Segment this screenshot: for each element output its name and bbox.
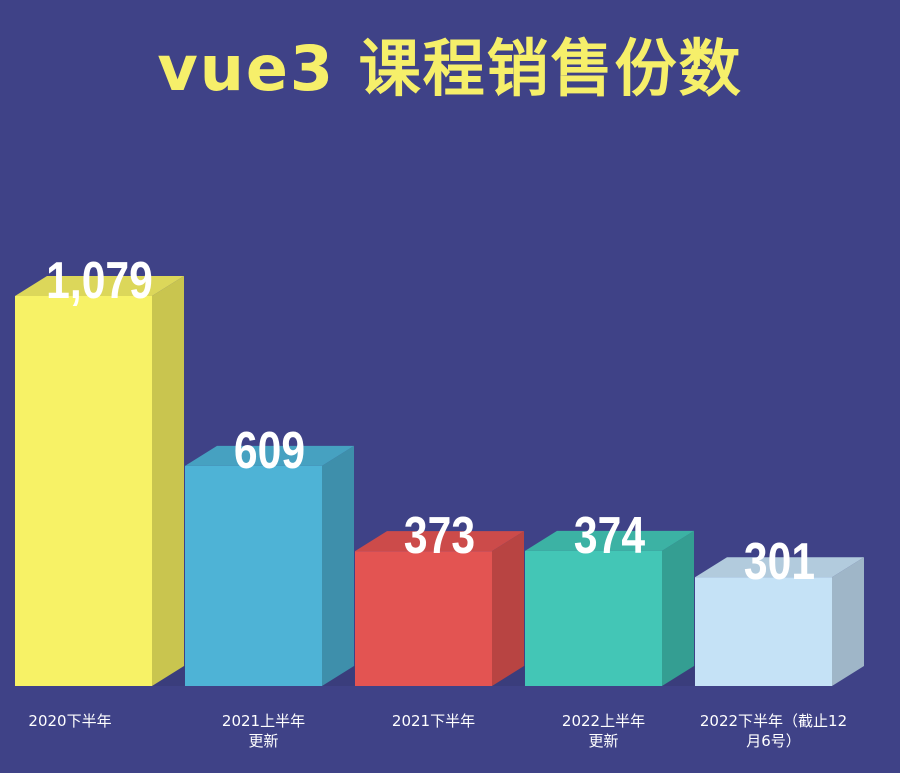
bar-side-3 [492, 531, 524, 686]
bars-group [15, 276, 864, 686]
category-label-5-line2: 月6号） [746, 732, 801, 750]
value-label-2: 609 [234, 422, 305, 480]
value-labels-group: 1,079 609 373 374 301 [46, 252, 815, 591]
bar-top-1 [15, 276, 184, 296]
bar-top-4 [525, 530, 694, 551]
category-label-4-line2: 更新 [588, 732, 618, 750]
bar-4 [525, 550, 662, 686]
category-label-2-line2: 更新 [248, 732, 278, 750]
category-label-1: 2020下半年 [28, 712, 111, 730]
value-label-1: 1,079 [46, 252, 153, 310]
bar-side-1 [152, 276, 184, 686]
category-label-2: 2021上半年 [222, 712, 305, 730]
bar-5 [695, 577, 832, 686]
bar-top-5 [695, 557, 864, 578]
category-label-4: 2022上半年 [562, 712, 645, 730]
bar-side-2 [322, 445, 354, 686]
bar-2 [185, 465, 322, 686]
bar-side-5 [832, 557, 864, 686]
bar-top-3 [355, 531, 524, 552]
category-label-5: 2022下半年（截止12 [700, 712, 847, 730]
value-label-4: 374 [574, 507, 646, 565]
value-label-3: 373 [404, 507, 475, 565]
bar-3 [355, 551, 492, 686]
bar-side-4 [662, 530, 694, 686]
bar-top-2 [185, 445, 354, 466]
bar-1 [15, 296, 152, 686]
value-label-5: 301 [744, 533, 815, 591]
category-label-3: 2021下半年 [392, 712, 475, 730]
chart-title: vue3 课程销售份数 [157, 32, 743, 105]
